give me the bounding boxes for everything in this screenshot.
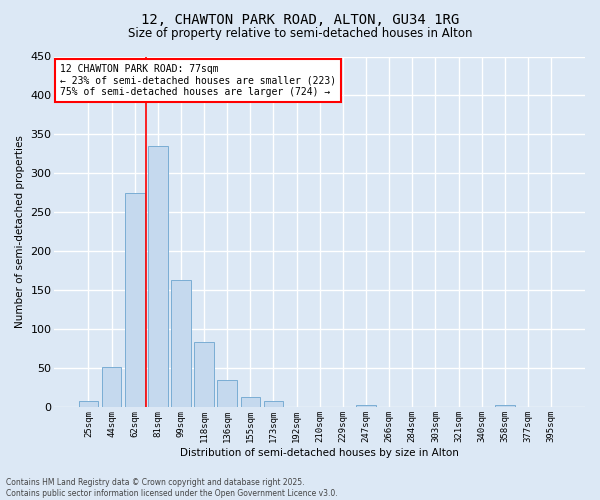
Bar [125, 193, 145, 407]
Bar [356, 404, 376, 407]
Bar [79, 402, 98, 407]
Bar [194, 342, 214, 407]
Y-axis label: Number of semi-detached properties: Number of semi-detached properties [15, 136, 25, 328]
Text: 12 CHAWTON PARK ROAD: 77sqm
← 23% of semi-detached houses are smaller (223)
75% : 12 CHAWTON PARK ROAD: 77sqm ← 23% of sem… [60, 64, 336, 96]
Text: 12, CHAWTON PARK ROAD, ALTON, GU34 1RG: 12, CHAWTON PARK ROAD, ALTON, GU34 1RG [141, 12, 459, 26]
Bar [102, 367, 121, 407]
X-axis label: Distribution of semi-detached houses by size in Alton: Distribution of semi-detached houses by … [180, 448, 459, 458]
Bar [148, 146, 167, 407]
Bar [495, 404, 515, 407]
Bar [217, 380, 237, 407]
Bar [171, 280, 191, 407]
Text: Size of property relative to semi-detached houses in Alton: Size of property relative to semi-detach… [128, 28, 472, 40]
Text: Contains HM Land Registry data © Crown copyright and database right 2025.
Contai: Contains HM Land Registry data © Crown c… [6, 478, 338, 498]
Bar [241, 397, 260, 407]
Bar [263, 402, 283, 407]
